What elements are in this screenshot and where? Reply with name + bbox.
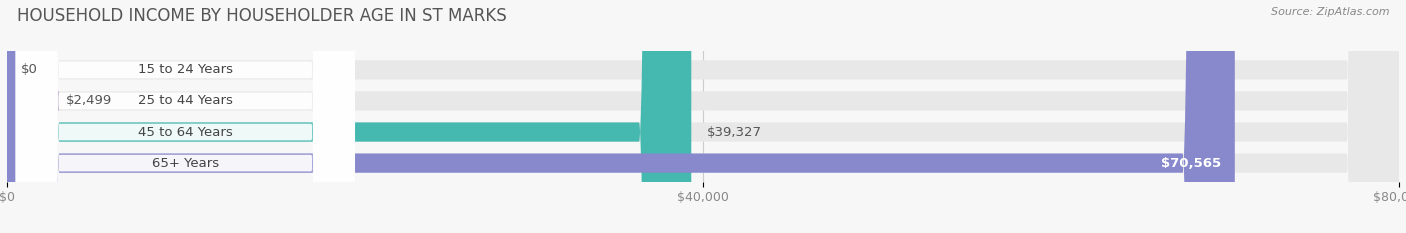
FancyBboxPatch shape xyxy=(7,0,1399,233)
Text: $2,499: $2,499 xyxy=(66,94,112,107)
FancyBboxPatch shape xyxy=(15,0,354,233)
Text: 45 to 64 Years: 45 to 64 Years xyxy=(138,126,233,139)
Text: $70,565: $70,565 xyxy=(1161,157,1220,170)
FancyBboxPatch shape xyxy=(15,0,354,233)
FancyBboxPatch shape xyxy=(15,0,354,233)
Text: 25 to 44 Years: 25 to 44 Years xyxy=(138,94,233,107)
FancyBboxPatch shape xyxy=(7,0,1234,233)
Text: HOUSEHOLD INCOME BY HOUSEHOLDER AGE IN ST MARKS: HOUSEHOLD INCOME BY HOUSEHOLDER AGE IN S… xyxy=(17,7,506,25)
Text: 15 to 24 Years: 15 to 24 Years xyxy=(138,63,233,76)
FancyBboxPatch shape xyxy=(7,0,1399,233)
Text: 65+ Years: 65+ Years xyxy=(152,157,219,170)
FancyBboxPatch shape xyxy=(0,0,59,233)
Text: Source: ZipAtlas.com: Source: ZipAtlas.com xyxy=(1271,7,1389,17)
Text: $39,327: $39,327 xyxy=(707,126,762,139)
FancyBboxPatch shape xyxy=(7,0,1399,233)
FancyBboxPatch shape xyxy=(7,0,1399,233)
Text: $0: $0 xyxy=(21,63,38,76)
FancyBboxPatch shape xyxy=(15,0,354,233)
FancyBboxPatch shape xyxy=(7,0,692,233)
